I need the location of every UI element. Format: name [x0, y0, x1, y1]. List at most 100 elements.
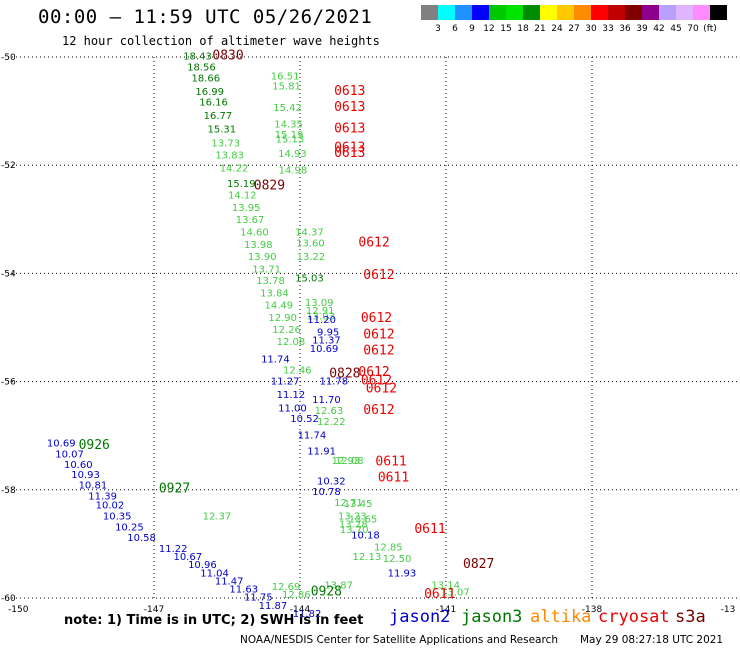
- pass-label: 0830: [212, 49, 243, 64]
- x-tick-label: -138: [582, 605, 603, 615]
- wave-height-label: 13.09: [305, 298, 334, 309]
- wave-height-label: 18.66: [191, 73, 220, 84]
- wave-height-label: 13.07: [441, 587, 470, 598]
- wave-height-label: 10.32: [317, 476, 346, 487]
- pass-label: 0612: [361, 373, 392, 388]
- wave-height-label: 10.78: [312, 487, 341, 498]
- wave-height-label: 13.98: [244, 240, 273, 251]
- pass-label: 0612: [363, 268, 394, 283]
- legend-jason3: jason3: [461, 607, 523, 627]
- scale-swatch: [455, 5, 472, 20]
- wave-height-label: 14.49: [264, 301, 293, 312]
- scale-swatch: [438, 5, 455, 20]
- wave-height-label: 15.42: [273, 103, 302, 114]
- scale-swatch: [608, 5, 625, 20]
- wave-height-label: 13.03: [306, 311, 335, 322]
- wave-height-label: 13.70: [340, 525, 369, 536]
- wave-height-label: 15.03: [295, 274, 324, 285]
- scale-swatch: [472, 5, 489, 20]
- wave-height-label: 15.81: [272, 81, 301, 92]
- wave-height-label: 13.22: [297, 252, 326, 263]
- wave-height-label: 14.35: [274, 119, 303, 130]
- wave-height-label: 11.87: [259, 601, 288, 612]
- wave-height-label: 11.39: [88, 492, 117, 503]
- scale-label: 3: [435, 24, 441, 34]
- scale-label: 21: [534, 24, 546, 34]
- pass-label: 0612: [358, 235, 389, 250]
- wave-height-label: 13.45: [344, 499, 373, 510]
- pass-label: 0829: [254, 179, 285, 194]
- wave-height-label: 13.90: [248, 252, 277, 263]
- wave-height-label: 11.75: [244, 593, 273, 604]
- scale-label: 27: [568, 24, 580, 34]
- wave-height-label: 11.22: [159, 544, 188, 555]
- scale-label: 15: [500, 24, 512, 34]
- y-tick-label: -56: [1, 378, 16, 388]
- pass-label: 0613: [334, 122, 365, 137]
- wave-height-label: 14.22: [220, 164, 249, 175]
- pass-label: 0611: [378, 471, 409, 486]
- scale-swatch: [625, 5, 642, 20]
- wave-height-label: 11.27: [271, 376, 300, 387]
- x-tick-label: -147: [144, 605, 164, 615]
- wave-height-label: 12.26: [272, 325, 301, 336]
- wave-height-label: 13.67: [236, 215, 265, 226]
- scale-label: (ft): [703, 24, 717, 34]
- pass-label: 0611: [375, 454, 406, 469]
- wave-height-label: 9.95: [317, 328, 339, 339]
- wave-height-label: 11.93: [388, 568, 417, 579]
- wave-height-label: 13.71: [252, 264, 281, 275]
- wave-height-label: 11.37: [312, 336, 341, 347]
- wave-height-label: 11.04: [200, 568, 229, 579]
- scale-swatch: [642, 5, 659, 20]
- footer-timestamp: May 29 08:27:18 UTC 2021: [580, 634, 724, 646]
- x-tick-label: -150: [8, 605, 29, 615]
- pass-label: 0828: [329, 366, 360, 381]
- scale-label: 30: [585, 24, 597, 34]
- y-tick-label: -60: [1, 594, 16, 604]
- scale-label: 6: [452, 24, 458, 34]
- wave-height-label: 12.71: [334, 498, 363, 509]
- wave-height-label: 16.99: [195, 87, 224, 98]
- scale-swatch: [557, 5, 574, 20]
- wave-height-label: 10.67: [173, 552, 202, 563]
- scale-swatch: [676, 5, 693, 20]
- wave-height-label: 14.37: [295, 228, 324, 239]
- wave-height-label: 16.77: [204, 111, 233, 122]
- wave-height-label: 12.85: [374, 542, 403, 553]
- wave-height-label: 16.16: [199, 98, 228, 109]
- scale-swatch: [489, 5, 506, 20]
- pass-label: 0612: [363, 327, 394, 342]
- wave-height-label: 15.19: [227, 179, 256, 190]
- wave-height-label: 10.81: [79, 481, 108, 492]
- wave-height-label: 12.93: [332, 456, 361, 467]
- legend-jason2: jason2: [389, 607, 451, 627]
- wave-height-label: 11.63: [229, 585, 258, 596]
- wave-height-label: 11.00: [278, 403, 307, 414]
- wave-height-label: 11.82: [293, 609, 322, 620]
- wave-height-label: 18.56: [187, 63, 216, 74]
- legend-altika: altika: [530, 607, 592, 627]
- wave-height-label: 10.07: [55, 449, 84, 460]
- wave-height-label: 13.87: [324, 580, 353, 591]
- scale-label: 70: [687, 24, 699, 34]
- wave-height-label: 10.60: [64, 460, 93, 471]
- wave-height-label: 12.22: [317, 417, 346, 428]
- y-tick-label: -52: [1, 161, 16, 171]
- wave-height-label: 13.28: [339, 520, 368, 531]
- scale-swatch: [710, 5, 727, 20]
- wave-height-label: 13.14: [431, 580, 460, 591]
- wave-height-label: 12.91: [306, 306, 335, 317]
- legend-s3a: s3a: [675, 607, 706, 627]
- wave-height-label: 11.74: [261, 355, 290, 366]
- pass-label: 0613: [334, 141, 365, 156]
- scale-label: 12: [483, 24, 495, 34]
- wave-height-label: 10.18: [351, 530, 380, 541]
- wave-height-label: 12.13: [353, 552, 382, 563]
- scale-label: 45: [670, 24, 682, 34]
- wave-height-label: 13.60: [296, 238, 325, 249]
- y-tick-label: -50: [1, 53, 16, 63]
- wave-height-label: 12.08: [335, 456, 364, 467]
- wave-height-label: 12.37: [203, 512, 232, 523]
